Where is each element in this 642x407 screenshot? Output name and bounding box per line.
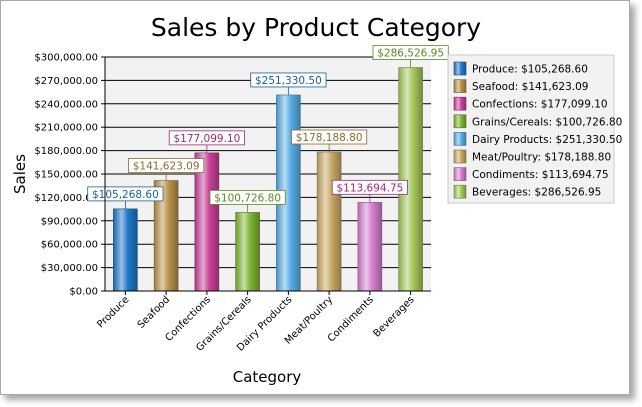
y-tick-label: $60,000.00 bbox=[41, 240, 98, 251]
legend-swatch bbox=[453, 114, 467, 129]
legend-entry: Seafood: $141,623.09 bbox=[472, 81, 588, 93]
legend-swatch bbox=[453, 149, 467, 164]
y-tick-label: $240,000.00 bbox=[34, 99, 98, 110]
y-tick-label: $0.00 bbox=[69, 287, 98, 298]
data-label-box bbox=[128, 158, 205, 173]
data-label: $251,330.50 bbox=[255, 75, 322, 87]
data-label-box bbox=[250, 72, 327, 88]
data-label-box bbox=[87, 186, 164, 202]
data-labels: $105,268.60 $141,623.09 $177,099.10 $100,72… bbox=[87, 45, 449, 213]
data-label: $100,726.80 bbox=[214, 192, 281, 204]
chart-frame: Sales by Product Category Sales Category… bbox=[0, 0, 630, 395]
legend-swatch bbox=[453, 79, 467, 93]
data-label: $105,268.60 bbox=[92, 189, 159, 201]
sales-chart: Sales by Product Category Sales Category… bbox=[11, 13, 622, 386]
y-tick-label: $270,000.00 bbox=[34, 76, 98, 87]
legend-entry: Beverages: $286,526.95 bbox=[472, 187, 601, 199]
bar-grains-cereals bbox=[235, 212, 260, 292]
legend-entry: Meat/Poultry: $178,188.80 bbox=[472, 152, 611, 164]
data-label-box bbox=[168, 130, 245, 146]
data-label: $113,694.75 bbox=[336, 182, 403, 194]
legend-entry: Condiments: $113,694.75 bbox=[472, 169, 609, 181]
y-tick-label: $30,000.00 bbox=[41, 263, 98, 274]
legend-swatch bbox=[453, 61, 467, 76]
y-tick-label: $150,000.00 bbox=[34, 170, 98, 181]
y-tick-label: $210,000.00 bbox=[34, 123, 98, 134]
data-label: $178,188.80 bbox=[296, 132, 363, 144]
x-axis-title: Category bbox=[233, 368, 302, 386]
bar-condiments bbox=[357, 202, 383, 292]
bar-confections bbox=[194, 152, 220, 292]
legend-swatch bbox=[453, 132, 467, 146]
legend-entry: Grains/Cereals: $100,726.80 bbox=[472, 116, 622, 128]
legend-entry: Produce: $105,268.60 bbox=[472, 64, 588, 76]
x-tick-label: Seafood bbox=[136, 294, 173, 331]
legend-entry: Dairy Products: $251,330.50 bbox=[472, 134, 622, 146]
data-label: $177,099.10 bbox=[173, 133, 240, 145]
y-axis-title: Sales bbox=[11, 154, 29, 194]
data-label-box bbox=[291, 129, 368, 145]
bar-produce bbox=[113, 208, 138, 292]
legend-box bbox=[447, 54, 615, 204]
legend-swatch bbox=[453, 96, 467, 111]
bar-meat-poultry bbox=[316, 151, 342, 292]
y-tick-label: $300,000.00 bbox=[34, 53, 98, 64]
y-tick-label: $120,000.00 bbox=[34, 193, 98, 204]
data-label-box bbox=[209, 190, 286, 205]
y-tick-label: $180,000.00 bbox=[34, 146, 98, 157]
bar-beverages bbox=[398, 67, 423, 292]
legend-swatch bbox=[453, 167, 467, 181]
legend-swatch bbox=[453, 184, 467, 199]
chart-title: Sales by Product Category bbox=[151, 13, 481, 42]
data-label: $286,526.95 bbox=[377, 48, 444, 60]
x-tick-label: Beverages bbox=[371, 294, 416, 339]
x-axis-ticks: Produce SeafoodConfectionsGrains/CerealsD… bbox=[95, 291, 417, 354]
y-tick-label: $90,000.00 bbox=[41, 216, 98, 227]
data-label-box bbox=[331, 179, 408, 195]
data-label: $141,623.09 bbox=[133, 161, 200, 173]
legend-entry: Confections: $177,099.10 bbox=[472, 99, 608, 111]
x-tick-label: Produce bbox=[95, 294, 131, 330]
y-axis-ticks: $0.00 $30,000.00 $60,000.00 $90,000.00 $120,… bbox=[34, 53, 105, 298]
data-label-box bbox=[372, 45, 449, 60]
legend: Produce: $105,268.60 Seafood: $141,623.09… bbox=[447, 54, 622, 204]
